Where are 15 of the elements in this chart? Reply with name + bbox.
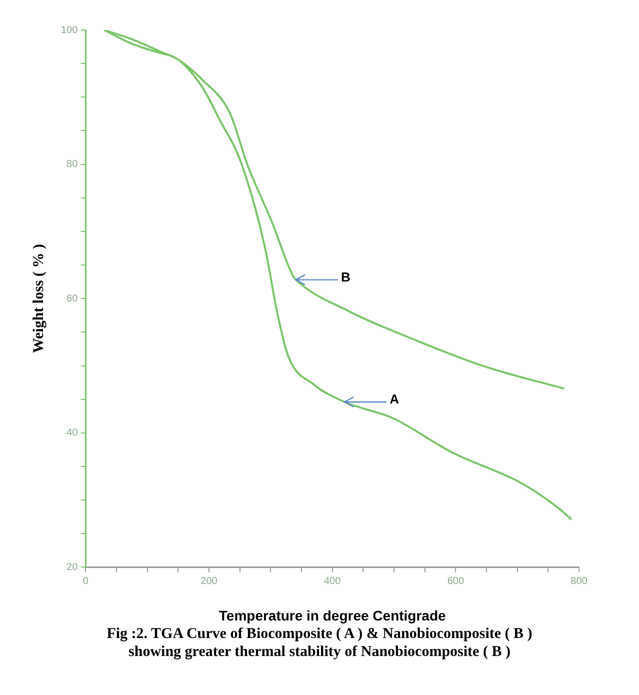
y-tick-label: 100	[60, 24, 78, 36]
x-tick-label: 600	[447, 576, 464, 587]
text: Fig :2. TGA Curve of Biocomposite ( A ) & Nanobiocomposite ( B ) showing greater thermal stability of Nanobiocomposite ( B )	[106, 625, 534, 661]
y-tick-label: 80	[66, 159, 78, 170]
x-tick-label: 0	[82, 576, 89, 587]
x-tick-label: 400	[324, 576, 342, 587]
annotation: A	[390, 392, 400, 407]
x-axis-title: Temperature in degree Centigrade	[218, 607, 446, 624]
y-tick-label: 40	[66, 428, 78, 439]
annotation: B	[340, 269, 350, 284]
x-tick-label: 800	[570, 576, 588, 587]
y-tick-label: 60	[66, 293, 78, 304]
y-tick-label: 20	[66, 562, 78, 573]
y-axis-title: Weight loss ( % )	[30, 244, 47, 354]
x-tick-label: 200	[200, 576, 218, 587]
